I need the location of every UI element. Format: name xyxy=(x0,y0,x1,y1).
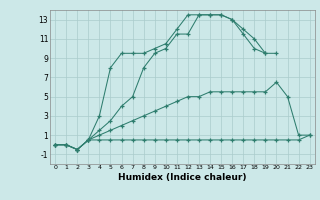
X-axis label: Humidex (Indice chaleur): Humidex (Indice chaleur) xyxy=(118,173,247,182)
